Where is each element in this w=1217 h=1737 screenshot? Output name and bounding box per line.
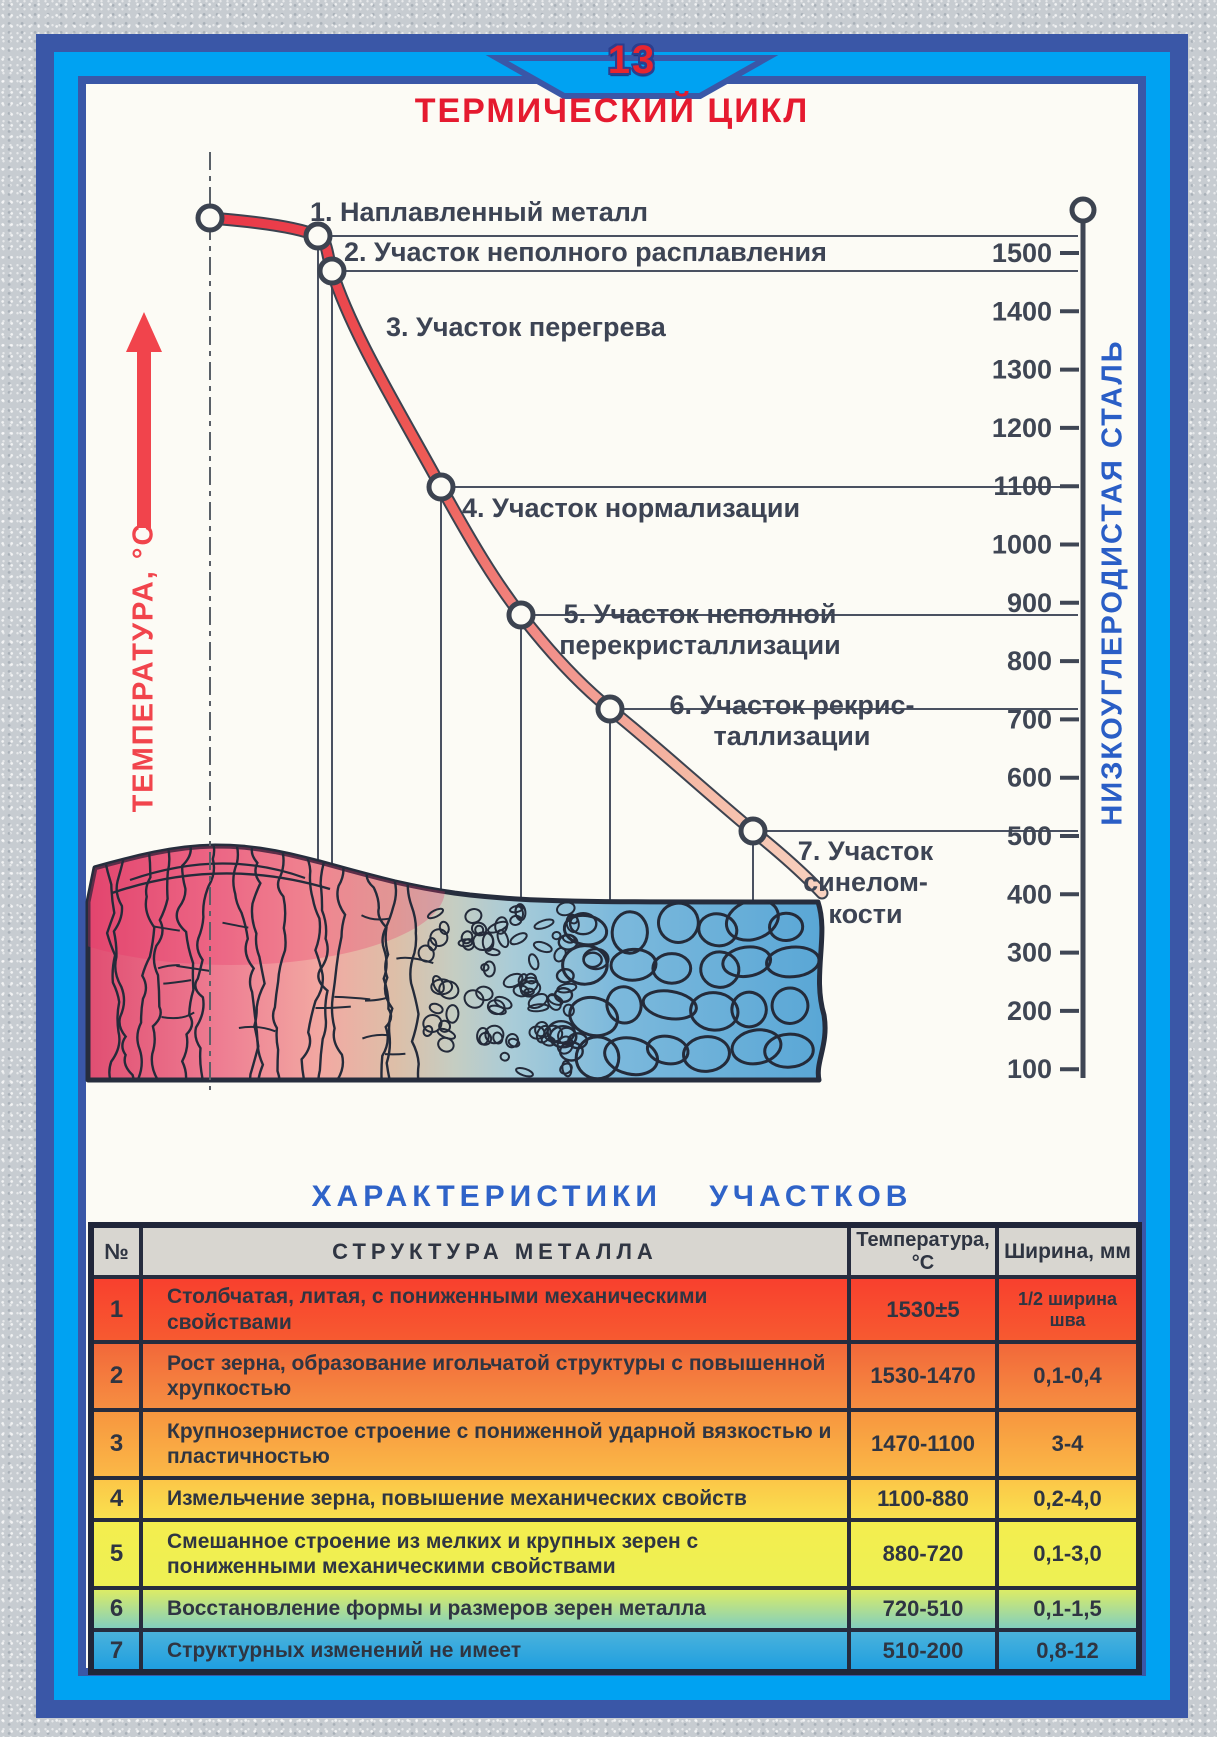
table-row: 2 Рост зерна, образование игольчатой стр… [89, 1340, 1141, 1413]
table-row: 5 Смешанное строение из мелких и крупных… [89, 1518, 1141, 1591]
table-row: 7 Структурных изменений не имеет 510-200… [89, 1628, 1141, 1675]
row-structure: Рост зерна, образование игольчатой струк… [139, 1340, 851, 1413]
row-number: 1 [89, 1274, 143, 1345]
row-number: 7 [89, 1628, 143, 1675]
axis-tick-label: 200 [1007, 996, 1052, 1026]
row-width: 0,1-0,4 [995, 1340, 1141, 1413]
page-title: ТЕРМИЧЕСКИЙ ЦИКЛ [414, 92, 810, 130]
axis-tick-label: 1100 [993, 471, 1052, 501]
axis-tick-label: 1300 [992, 355, 1052, 385]
row-structure: Измельчение зерна, повышение механически… [139, 1476, 851, 1523]
row-structure: Смешанное строение из мелких и крупных з… [139, 1518, 851, 1591]
header-temperature: Температура, °С [847, 1223, 999, 1279]
row-temperature: 510-200 [847, 1628, 999, 1675]
temperature-axis-label: ТЕМПЕРАТУРА, °С [127, 522, 160, 813]
axis-tick-label: 500 [1007, 821, 1052, 851]
steel-type-label: НИЗКОУГЛЕРОДИСТАЯ СТАЛЬ [1096, 339, 1129, 826]
row-width: 0,2-4,0 [995, 1476, 1141, 1523]
header-number: № [89, 1223, 143, 1279]
row-temperature: 1530±5 [847, 1274, 999, 1345]
row-structure: Восстановление формы и размеров зерен ме… [139, 1586, 851, 1633]
row-structure: Структурных изменений не имеет [139, 1628, 851, 1675]
row-structure: Крупнозернистое строение с пониженной уд… [139, 1408, 851, 1481]
zone-label-6: 6. Участок рекрис- таллизации [669, 690, 915, 752]
zone-label-2: 2. Участок неполного расплавления [344, 237, 827, 267]
zone-label-3: 3. Участок перегрева [386, 312, 666, 342]
zone-label-1: 1. Наплавленный металл [310, 197, 649, 227]
header-width: Ширина, мм [995, 1223, 1141, 1279]
poster-number-badge: 13 [607, 38, 657, 82]
row-number: 5 [89, 1518, 143, 1591]
axis-tick-label: 100 [1007, 1054, 1052, 1084]
row-width: 0,1-3,0 [995, 1518, 1141, 1591]
axis-tick-label: 1500 [992, 238, 1052, 268]
row-number: 6 [89, 1586, 143, 1633]
axis-tick-label: 1200 [992, 413, 1052, 443]
axis-tick-label: 1000 [992, 530, 1052, 560]
axis-tick-label: 800 [1007, 646, 1052, 676]
table-row: 4 Измельчение зерна, повышение механичес… [89, 1476, 1141, 1523]
header-structure: СТРУКТУРА МЕТАЛЛА [139, 1223, 851, 1279]
axis-tick-label: 600 [1007, 763, 1052, 793]
zone-label-4: 4. Участок нормализации [462, 493, 801, 523]
row-temperature: 1100-880 [847, 1476, 999, 1523]
axis-tick-label: 700 [1007, 704, 1052, 734]
row-temperature: 880-720 [847, 1518, 999, 1591]
axis-ticks: 1500 1400 1300 1200 1100 1000 900 800 700 600 500 4… [992, 238, 1079, 1084]
axis-tick-label: 900 [1007, 588, 1052, 618]
zone-label-7: 7. Участок синелом- кости [797, 836, 934, 929]
zone-characteristics-table: № СТРУКТУРА МЕТАЛЛА Температура, °С Шири… [88, 1222, 1142, 1676]
table-row: 6 Восстановление формы и размеров зерен … [89, 1586, 1141, 1633]
row-temperature: 1470-1100 [847, 1408, 999, 1481]
axis-top-marker [1069, 196, 1097, 224]
row-width: 1/2 ширина шва [995, 1274, 1141, 1345]
axis-tick-label: 1400 [992, 296, 1052, 326]
microstructure-grains [88, 846, 821, 1080]
temperature-axis: 1500 1400 1300 1200 1100 1000 900 800 700 600 500 4… [992, 196, 1097, 1084]
table-row: 3 Крупнозернистое строение с пониженной … [89, 1408, 1141, 1481]
microstructure-illustration [85, 843, 828, 1083]
row-number: 4 [89, 1476, 143, 1523]
row-number: 3 [89, 1408, 143, 1481]
table-row: 1 Столбчатая, литая, с пониженными механ… [89, 1274, 1141, 1345]
table-header-row: № СТРУКТУРА МЕТАЛЛА Температура, °С Шири… [89, 1223, 1141, 1279]
zone-label-5: 5. Участок неполной перекристаллизации [559, 599, 841, 661]
row-number: 2 [89, 1340, 143, 1413]
row-width: 0,1-1,5 [995, 1586, 1141, 1633]
row-temperature: 720-510 [847, 1586, 999, 1633]
axis-tick-label: 300 [1007, 938, 1052, 968]
temperature-arrow-icon [126, 312, 162, 528]
table-section-title: ХАРАКТЕРИСТИКИ УЧАСТКОВ [311, 1180, 913, 1213]
row-temperature: 1530-1470 [847, 1340, 999, 1413]
row-structure: Столбчатая, литая, с пониженными механич… [139, 1274, 851, 1345]
row-width: 3-4 [995, 1408, 1141, 1481]
row-width: 0,8-12 [995, 1628, 1141, 1675]
axis-tick-label: 400 [1007, 879, 1052, 909]
